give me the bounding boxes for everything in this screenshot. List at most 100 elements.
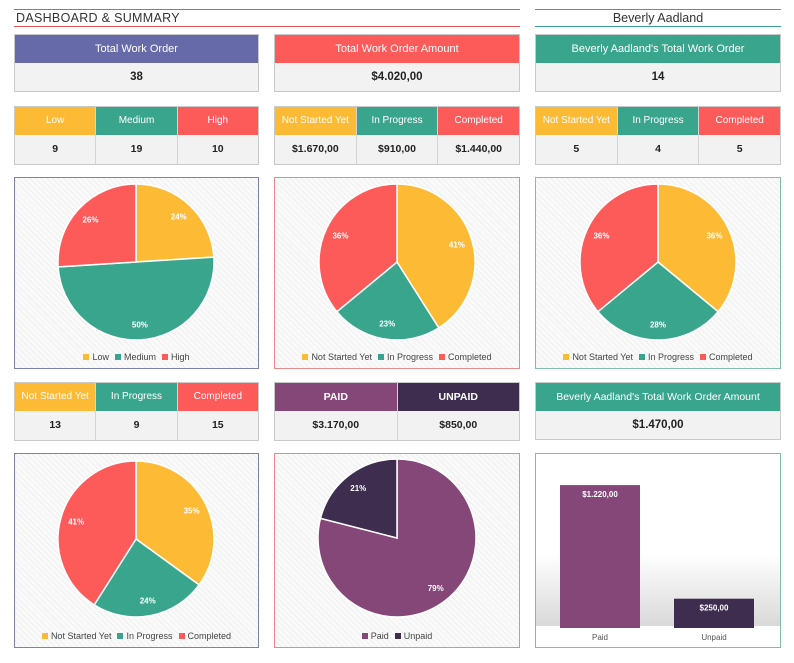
stat-value: 19: [130, 143, 143, 155]
status-count-pie-chart: 35% 24% 41%: [57, 460, 215, 618]
stat-in-progress: In Progress 9: [96, 383, 178, 440]
stat-low: Low 9: [15, 107, 97, 164]
stat-value: 10: [211, 143, 224, 155]
stat-label: High: [177, 107, 258, 135]
stat-value: $1.670,00: [291, 143, 339, 155]
legend-swatch: [114, 354, 121, 360]
total-work-order-amount-card: Total Work Order Amount $4.020,00: [274, 34, 520, 92]
stat-label: Medium: [96, 107, 177, 135]
legend-swatch: [117, 633, 124, 639]
stat-value: 9: [52, 143, 59, 155]
stat-not-started: Not Started Yet $1.670,00: [275, 107, 357, 164]
status-count-pie-panel: 35% 24% 41% Not Started Yet In Progress Comp…: [14, 453, 259, 648]
stat-label: Completed: [438, 107, 520, 135]
kpi-value: 14: [536, 63, 780, 91]
stat-label: UNPAID: [397, 383, 519, 411]
legend-label: Not Started Yet: [572, 352, 633, 362]
status-amount-stats: Not Started Yet $1.670,00 In Progress $9…: [274, 106, 520, 165]
legend-swatch: [700, 354, 707, 360]
pie-label-medium: 50%: [132, 320, 148, 329]
legend-swatch: [638, 354, 645, 360]
pie-label-completed: 36%: [332, 231, 348, 240]
stat-label: Low: [15, 107, 96, 135]
pie-slice-not-started-yet: [657, 183, 737, 313]
pie-label-not-started-yet: 36%: [706, 231, 722, 240]
stat-label: In Progress: [356, 107, 438, 135]
bar-category-label-unpaid: Unpaid: [701, 633, 726, 642]
legend-label: Completed: [448, 352, 492, 362]
person-status-pie-legend: Not Started Yet In Progress Completed: [536, 352, 780, 362]
stat-label: Not Started Yet: [15, 383, 96, 411]
pie-slice-not-started-yet: [135, 460, 215, 586]
kpi-value: $1.470,00: [536, 411, 780, 439]
legend-swatch: [394, 633, 401, 639]
person-status-stats: Not Started Yet 5 In Progress 4 Complete…: [535, 106, 781, 165]
pie-label-low: 24%: [171, 213, 187, 222]
bar-paid: [560, 485, 640, 628]
stat-value: $910,00: [378, 143, 416, 155]
pie-label-not-started-yet: 41%: [449, 241, 465, 250]
stat-not-started: Not Started Yet 13: [15, 383, 97, 440]
legend-item-low: Low: [83, 352, 109, 362]
legend-item-completed: Completed: [700, 352, 753, 362]
legend-label: Medium: [123, 352, 156, 362]
priority-pie-panel: 24% 50% 26% Low Medium High: [14, 177, 259, 369]
stat-in-progress: In Progress $910,00: [356, 107, 439, 164]
stat-label: Completed: [699, 107, 781, 135]
legend-label: Completed: [187, 631, 232, 641]
pie-label-in-progress: 24%: [140, 596, 156, 605]
pie-slice-in-progress: [335, 260, 440, 341]
priority-pie-legend: Low Medium High: [15, 352, 258, 362]
legend-label: Low: [92, 352, 109, 362]
stat-label: Completed: [177, 383, 258, 411]
kpi-label: Total Work Order: [15, 35, 258, 63]
stat-medium: Medium 19: [96, 107, 178, 164]
stat-value: 15: [211, 419, 224, 431]
stat-label: Not Started Yet: [275, 107, 356, 135]
pie-slice-completed: [57, 460, 137, 606]
legend-swatch: [83, 354, 90, 360]
legend-label: In Progress: [647, 352, 695, 362]
status-count-stats: Not Started Yet 13 In Progress 9 Complet…: [14, 382, 259, 441]
legend-label: In Progress: [126, 631, 173, 641]
stat-value: $850,00: [439, 419, 478, 431]
legend-item-unpaid: Unpaid: [394, 631, 433, 641]
legend-item-in-progress: In Progress: [377, 352, 434, 362]
stat-completed: Completed $1.440,00: [438, 107, 520, 164]
paid-pie-panel: 79% 21% Paid Unpaid: [274, 453, 520, 648]
stat-label: PAID: [275, 383, 397, 411]
legend-label: Not Started Yet: [311, 352, 372, 362]
person-paid-bar-panel: $1.220,00 Paid $250,00 Unpaid: [535, 453, 781, 648]
pie-slice-completed: [318, 183, 398, 313]
total-work-order-card: Total Work Order 38: [14, 34, 259, 92]
stat-label: In Progress: [96, 383, 177, 411]
person-status-pie-chart: 36% 28% 36%: [579, 183, 737, 341]
legend-item-not-started-yet: Not Started Yet: [563, 352, 633, 362]
legend-label: Not Started Yet: [50, 631, 112, 641]
legend-label: Unpaid: [403, 631, 433, 641]
legend-item-in-progress: In Progress: [638, 352, 695, 362]
paid-pie-chart: 79% 21%: [317, 458, 477, 618]
stat-paid: PAID $3.170,00: [275, 383, 398, 440]
pie-slice-in-progress: [93, 537, 201, 618]
pie-slice-in-progress: [596, 261, 720, 341]
stat-value: $1.440,00: [455, 143, 503, 155]
legend-label: High: [171, 352, 190, 362]
paid-stats: PAID $3.170,00 UNPAID $850,00: [274, 382, 520, 441]
legend-label: In Progress: [386, 352, 434, 362]
legend-swatch: [361, 633, 368, 639]
legend-swatch: [302, 354, 309, 360]
stat-value: 4: [655, 143, 661, 155]
stat-label: Not Started Yet: [536, 107, 617, 135]
legend-item-not-started-yet: Not Started Yet: [302, 352, 372, 362]
legend-swatch: [439, 354, 446, 360]
paid-pie-legend: Paid Unpaid: [275, 631, 519, 641]
pie-label-unpaid: 21%: [350, 484, 366, 493]
legend-label: Completed: [709, 352, 753, 362]
bar-category-label-paid: Paid: [592, 633, 608, 642]
stat-in-progress: In Progress 4: [617, 107, 700, 164]
legend-item-not-started-yet: Not Started Yet: [41, 631, 112, 641]
kpi-value: 38: [15, 63, 258, 91]
pie-label-high: 26%: [82, 215, 98, 224]
stat-value: 9: [133, 419, 140, 431]
